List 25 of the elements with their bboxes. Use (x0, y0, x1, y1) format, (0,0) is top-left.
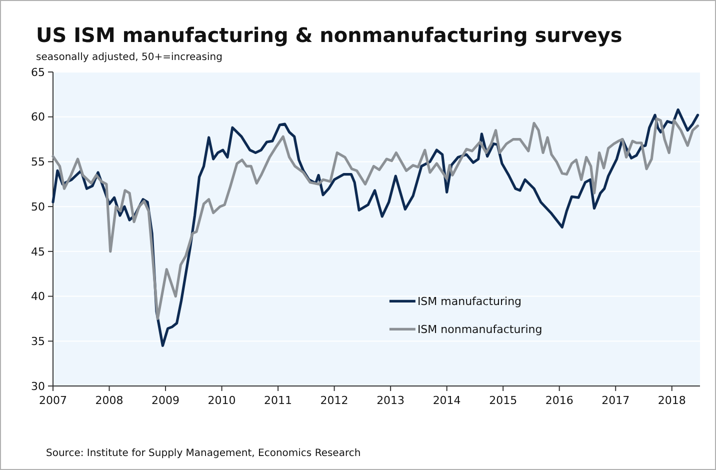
legend-label: ISM nonmanufacturing (417, 323, 542, 336)
y-tick-label: 35 (31, 334, 45, 348)
x-tick-label: 2012 (320, 394, 348, 407)
source-note: Source: Institute for Supply Management, Economics Research (46, 448, 361, 459)
x-tick-label: 2009 (152, 394, 180, 407)
y-tick-label: 55 (31, 156, 45, 169)
y-tick-label: 60 (31, 110, 45, 124)
x-tick-label: 2014 (432, 394, 461, 407)
chart-title: US ISM manufacturing & nonmanufacturing surveys (36, 23, 622, 47)
x-tick-label: 2018 (658, 394, 686, 407)
x-tick-label: 2008 (95, 394, 124, 407)
y-tick-label: 50 (31, 200, 45, 214)
x-tick-label: 2016 (545, 394, 574, 407)
x-tick-label: 2007 (39, 394, 67, 407)
y-tick-label: 30 (31, 380, 45, 393)
x-tick-label: 2011 (264, 394, 292, 407)
x-tick-label: 2013 (376, 394, 405, 407)
y-tick-label: 40 (31, 290, 45, 304)
y-tick-label: 65 (31, 66, 45, 79)
x-tick-label: 2010 (208, 394, 236, 407)
chart-subtitle: seasonally adjusted, 50+=increasing (36, 52, 222, 63)
y-tick-label: 45 (31, 245, 45, 258)
x-tick-label: 2015 (489, 394, 518, 407)
legend-label: ISM manufacturing (417, 295, 522, 308)
x-tick-label: 2017 (602, 394, 630, 407)
